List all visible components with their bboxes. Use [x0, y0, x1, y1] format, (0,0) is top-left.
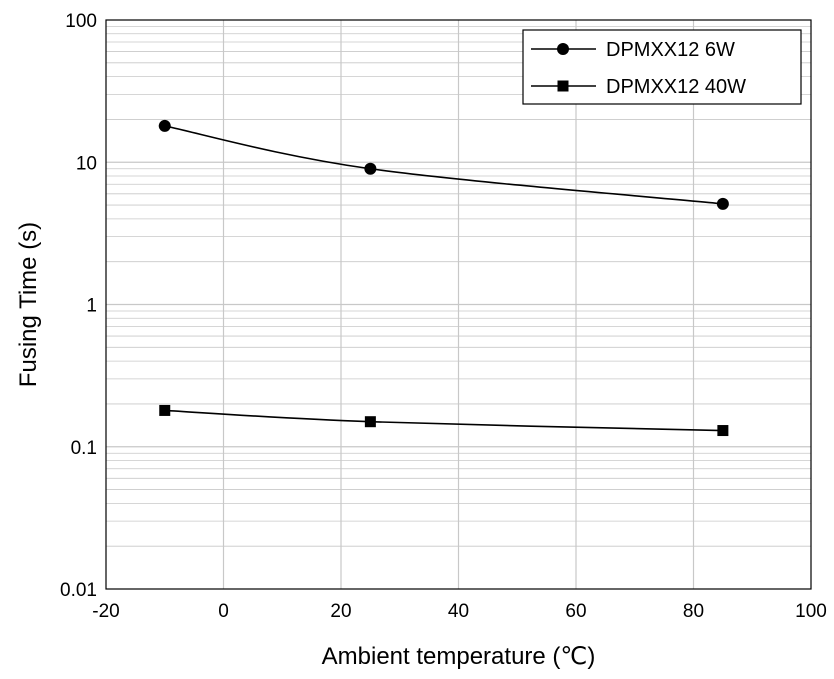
data-point-circle [364, 162, 377, 175]
x-tick-label: 0 [218, 601, 229, 622]
x-tick-label: 40 [448, 601, 469, 622]
legend-label-40w: DPMXX12 40W [606, 76, 746, 98]
tick-labels: -20 0 20 40 60 80 100 0.01 0.1 1 10 100 [60, 11, 827, 622]
data-point-square [159, 404, 171, 416]
data-point-circle [158, 119, 171, 132]
data-point-square [364, 416, 376, 428]
data-point-square [717, 425, 729, 437]
y-tick-label: 0.01 [60, 580, 97, 601]
x-axis-title: Ambient temperature (℃) [322, 643, 596, 670]
series-line-6w [164, 125, 723, 205]
y-tick-label: 100 [65, 11, 97, 32]
grid [106, 20, 811, 589]
x-tick-label: -20 [92, 601, 119, 622]
legend: DPMXX12 6W DPMXX12 40W [522, 29, 802, 105]
x-tick-label: 100 [795, 601, 827, 622]
legend-marker-circle [557, 43, 569, 55]
legend-box [522, 29, 802, 105]
plot-area-frame [105, 19, 812, 590]
data-series [158, 119, 729, 437]
y-tick-label: 1 [86, 296, 97, 317]
y-axis-title: Fusing Time (s) [15, 222, 42, 387]
y-tick-label: 0.1 [71, 438, 97, 459]
x-tick-label: 80 [683, 601, 704, 622]
y-tick-label: 10 [76, 153, 97, 174]
x-tick-label: 20 [330, 601, 351, 622]
x-tick-label: 60 [565, 601, 586, 622]
legend-label-6w: DPMXX12 6W [606, 39, 735, 61]
series-line-40w [164, 409, 723, 432]
legend-marker-square [557, 80, 569, 92]
data-point-circle [716, 197, 729, 210]
